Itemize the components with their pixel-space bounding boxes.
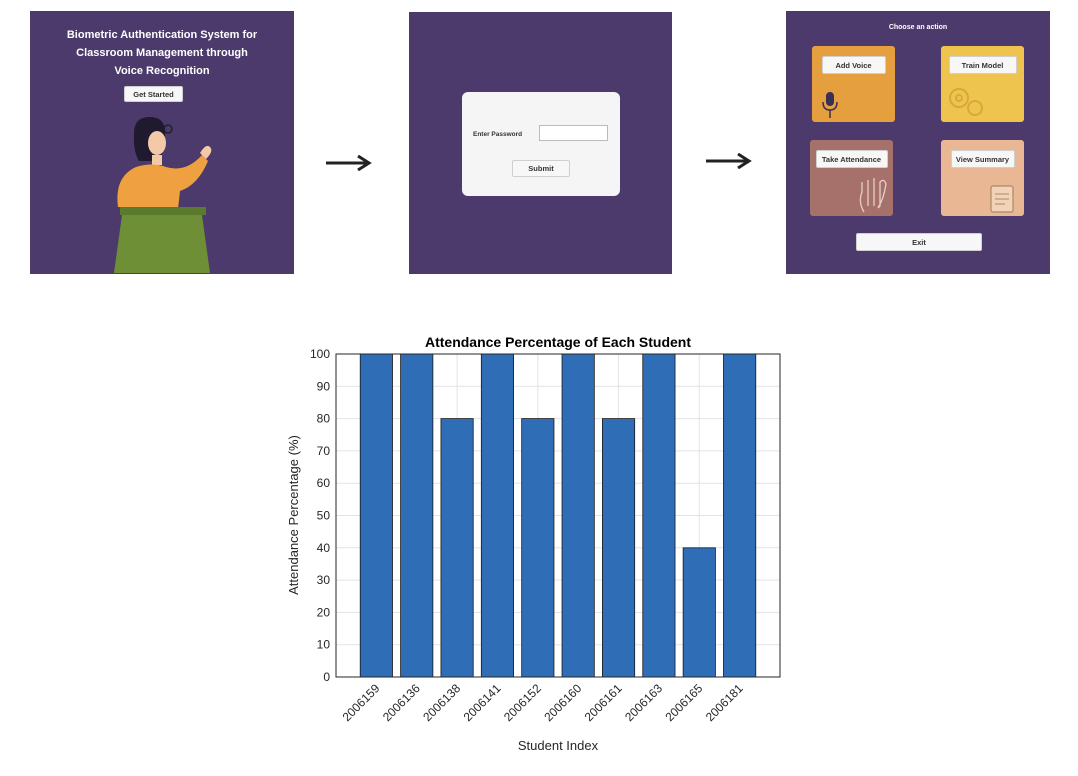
chart-bars	[359, 353, 757, 678]
take-attendance-button[interactable]: Take Attendance	[815, 150, 888, 168]
train-model-button[interactable]: Train Model	[948, 56, 1017, 74]
y-tick-label: 50	[317, 509, 331, 523]
y-tick-label: 80	[317, 412, 331, 426]
right-arrow-icon	[326, 155, 372, 171]
bar-2006138	[440, 418, 474, 678]
login-screen: Enter Password Submit	[409, 12, 672, 274]
menu-title: Choose an action	[888, 24, 948, 31]
x-axis-label: Student Index	[518, 738, 599, 753]
welcome-title-line-1: Biometric Authentication System for	[66, 29, 258, 41]
welcome-screen: Biometric Authentication System for Clas…	[30, 11, 294, 274]
microphone-icon	[822, 92, 838, 118]
y-tick-label: 100	[310, 347, 330, 361]
hand-icon	[859, 178, 887, 213]
chart-title: Attendance Percentage of Each Student	[425, 334, 691, 350]
bar-2006141	[480, 353, 515, 678]
action-menu-screen: Choose an action Add Voice Train Model T…	[786, 11, 1050, 274]
clipboard-icon	[990, 185, 1014, 213]
bar-2006152	[521, 418, 555, 678]
view-summary-tile: View Summary	[941, 140, 1024, 216]
password-input[interactable]	[539, 125, 608, 141]
bar-2006136	[400, 353, 434, 678]
welcome-title-line-3: Voice Recognition	[114, 65, 210, 77]
add-voice-button[interactable]: Add Voice	[821, 56, 886, 74]
y-tick-label: 70	[317, 444, 331, 458]
login-card: Enter Password Submit	[462, 92, 620, 196]
submit-button[interactable]: Submit	[512, 160, 570, 177]
bar-2006181	[723, 353, 757, 678]
x-tick-label: 2006160	[541, 681, 584, 724]
x-tick-label: 2006138	[420, 681, 463, 724]
right-arrow-icon	[706, 153, 752, 169]
x-tick-label: 2006163	[622, 681, 665, 724]
woman-illustration	[114, 117, 212, 273]
x-tick-label: 2006159	[340, 681, 383, 724]
y-axis-ticks: 0 10 20 30 40 50 60 70 80 90 100	[310, 347, 330, 684]
x-tick-label: 2006161	[582, 681, 625, 724]
add-voice-tile: Add Voice	[812, 46, 895, 122]
y-tick-label: 20	[317, 605, 331, 619]
y-tick-label: 10	[317, 638, 331, 652]
x-tick-label: 2006181	[703, 681, 746, 724]
y-tick-label: 30	[317, 573, 331, 587]
bar-2006163	[642, 353, 676, 678]
bar-2006161	[601, 418, 636, 678]
y-tick-label: 40	[317, 541, 331, 555]
plot-frame	[335, 353, 781, 678]
x-tick-label: 2006152	[501, 681, 544, 724]
y-tick-label: 0	[323, 670, 330, 684]
attendance-chart: Attendance Percentage of Each Student 0 1…	[286, 334, 781, 753]
y-tick-label: 60	[317, 476, 331, 490]
view-summary-button[interactable]: View Summary	[950, 150, 1015, 168]
y-tick-label: 90	[317, 379, 331, 393]
get-started-button[interactable]: Get Started	[124, 86, 183, 102]
exit-button[interactable]: Exit	[856, 233, 982, 251]
bar-2006160	[561, 353, 595, 678]
x-axis-ticks: 2006159200613620061382006141200615220061…	[340, 681, 746, 724]
welcome-title: Biometric Authentication System for Clas…	[40, 26, 284, 80]
x-tick-label: 2006136	[380, 681, 423, 724]
gears-icon	[949, 88, 983, 116]
x-tick-label: 2006141	[461, 681, 504, 724]
welcome-title-line-2: Classroom Management through	[76, 47, 248, 59]
bar-2006159	[359, 353, 393, 678]
train-model-tile: Train Model	[941, 46, 1024, 122]
bar-2006165	[682, 547, 716, 678]
x-tick-label: 2006165	[662, 681, 705, 724]
take-attendance-tile: Take Attendance	[810, 140, 893, 216]
y-axis-label: Attendance Percentage (%)	[286, 435, 301, 595]
password-label: Enter Password	[473, 131, 523, 138]
